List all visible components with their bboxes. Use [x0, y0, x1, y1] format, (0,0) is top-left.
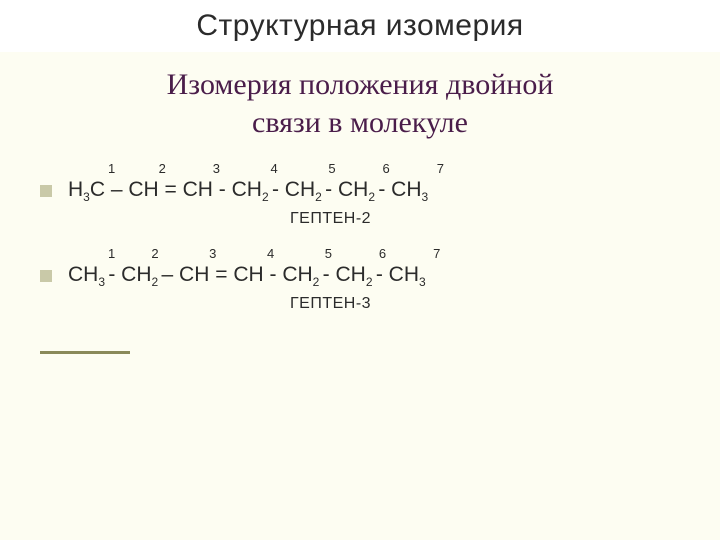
compound-name: ГЕПТЕН-2 — [40, 210, 680, 228]
sub-title: Изомерия положения двойной связи в молек… — [0, 66, 720, 141]
top-band: Структурная изомерия — [0, 0, 720, 52]
formula-row: СН3 - СН2 – СН = СН - СН2 - СН2 - СН3 — [40, 263, 680, 289]
sub-title-line1: Изомерия положения двойной — [167, 68, 554, 101]
formula-row: Н3С – СН = СН - СН2 - СН2 - СН2 - СН3 — [40, 178, 680, 204]
sub-title-line2: связи в молекуле — [252, 106, 468, 139]
formula: Н3С – СН = СН - СН2 - СН2 - СН2 - СН3 — [68, 178, 428, 204]
carbon-numbers: 1 2 3 4 5 6 7 — [40, 161, 680, 176]
isomer-item: 1 2 3 4 5 6 7 Н3С – СН = СН - СН2 - СН2 … — [40, 161, 680, 228]
main-title: Структурная изомерия — [196, 9, 523, 43]
formula: СН3 - СН2 – СН = СН - СН2 - СН2 - СН3 — [68, 263, 426, 289]
compound-name: ГЕПТЕН-3 — [40, 295, 680, 313]
bullet-icon — [40, 185, 52, 197]
carbon-numbers: 1 2 3 4 5 6 7 — [40, 246, 680, 261]
isomer-item: 1 2 3 4 5 6 7 СН3 - СН2 – СН = СН - СН2 … — [40, 246, 680, 313]
horizontal-rule — [40, 351, 130, 354]
bullet-icon — [40, 270, 52, 282]
content-area: 1 2 3 4 5 6 7 Н3С – СН = СН - СН2 - СН2 … — [0, 141, 720, 354]
